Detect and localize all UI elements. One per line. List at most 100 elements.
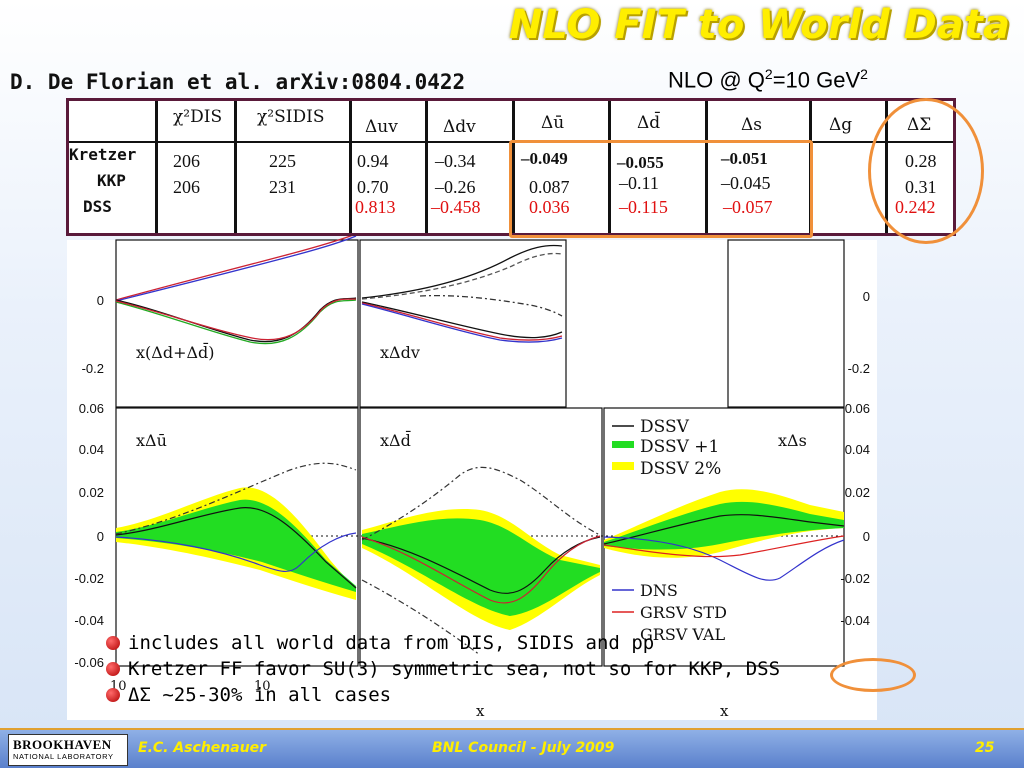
logo-sub-text: NATIONAL LABORATORY bbox=[13, 752, 114, 761]
row-label-dss: DSS bbox=[83, 197, 112, 216]
rtick-b-0: 0 bbox=[863, 529, 870, 544]
bands-ubar bbox=[115, 462, 357, 600]
footer-author: E.C. Aschenauer bbox=[138, 740, 267, 756]
ytick-b-0: 0 bbox=[97, 529, 104, 544]
cell-dss-s: –0.057 bbox=[723, 197, 773, 217]
curve-lower-red bbox=[115, 298, 357, 341]
curve-lower-green bbox=[115, 299, 357, 345]
col-divider bbox=[349, 101, 352, 233]
header-delta-dbar: Δd̄ bbox=[637, 113, 661, 133]
yticks-right: 0 -0.2 0.06 0.04 0.02 0 -0.02 -0.04 bbox=[840, 289, 870, 628]
header-chi2-dis: χ²DIS bbox=[173, 107, 223, 127]
row-label-kretzer: Kretzer bbox=[69, 145, 137, 164]
dbar-dashdot bbox=[361, 466, 601, 541]
legend-swatch-dssv-1 bbox=[612, 441, 634, 448]
slide-subtitle: D. De Florian et al. arXiv:0804.0422 bbox=[10, 70, 466, 94]
frame-dbar bbox=[359, 407, 603, 667]
rtick-top-m02: -0.2 bbox=[848, 361, 870, 376]
curve-upper-dsss bbox=[115, 233, 357, 301]
scale-label: NLO @ Q2=10 GeV2 bbox=[668, 66, 868, 93]
frame-d-plus-dbar bbox=[115, 239, 359, 408]
plot-area bbox=[67, 240, 877, 720]
dv-lower-3 bbox=[361, 303, 563, 343]
footer-event: BNL Council - July 2009 bbox=[432, 740, 615, 756]
dbar-central bbox=[361, 536, 601, 594]
label-ubar: xΔū bbox=[136, 431, 167, 450]
cell-dss-uv: 0.813 bbox=[355, 197, 396, 217]
ytick-b-m006: -0.06 bbox=[74, 655, 104, 670]
xlabel-s: x bbox=[720, 702, 729, 720]
header-chi2-sidis: χ²SIDIS bbox=[257, 107, 325, 127]
cell-kretzer-dbar: –0.055 bbox=[617, 153, 664, 172]
ytick-b-006: 0.06 bbox=[79, 401, 104, 416]
xtick-10-b: 10 bbox=[254, 679, 271, 694]
curve-upper-dns bbox=[115, 235, 357, 302]
cell-kretzer-chi2sidis: 225 bbox=[269, 151, 296, 171]
label-dbar: xΔd̄ bbox=[380, 429, 411, 450]
bullet-icon bbox=[106, 662, 120, 676]
col-divider bbox=[155, 101, 158, 233]
frame-dv bbox=[359, 239, 567, 408]
cell-kkp-dv: –0.26 bbox=[435, 177, 476, 197]
header-delta-uv: Δuv bbox=[365, 117, 398, 137]
curve-lower-dsss bbox=[115, 297, 357, 343]
rtick-b-004: 0.04 bbox=[845, 442, 870, 457]
bands-s bbox=[603, 489, 845, 581]
header-delta-s: Δs bbox=[741, 115, 763, 135]
dv-lower-1 bbox=[361, 301, 563, 339]
header-delta-g: Δg bbox=[829, 115, 853, 135]
bullet-text: ΔΣ ~25-30% in all cases bbox=[128, 684, 392, 706]
dbar-lower-dashdot bbox=[361, 579, 481, 656]
cell-kretzer-ubar: –0.049 bbox=[521, 149, 568, 168]
label-d-plus-dbar: x(Δd+Δd̄) bbox=[136, 341, 215, 362]
ytick-top-m02: -0.2 bbox=[82, 361, 104, 376]
slide-title: NLO FIT to World Data bbox=[508, 2, 1010, 48]
xlabel-ubar: x bbox=[476, 702, 485, 720]
frame-s-top bbox=[727, 239, 845, 408]
bullet-list: includes all world data from DIS, SIDIS … bbox=[106, 630, 780, 708]
dv-lower-2 bbox=[361, 302, 563, 341]
s-dns bbox=[603, 536, 845, 581]
bullet-icon bbox=[106, 688, 120, 702]
brookhaven-logo: BROOKHAVEN NATIONAL LABORATORY bbox=[8, 734, 128, 766]
bullet-item: Kretzer FF favor SU(3) symmetric sea, no… bbox=[106, 656, 780, 682]
scale-mid: =10 GeV bbox=[772, 67, 861, 93]
bullet-item: includes all world data from DIS, SIDIS … bbox=[106, 630, 780, 656]
ytick-b-m002: -0.02 bbox=[74, 571, 104, 586]
bullet-text: includes all world data from DIS, SIDIS … bbox=[128, 632, 655, 654]
cell-kkp-chi2dis: 206 bbox=[173, 177, 200, 197]
row-label-kkp: KKP bbox=[97, 171, 126, 190]
cell-kkp-s: –0.045 bbox=[721, 173, 771, 193]
curves-d-plus-dbar bbox=[115, 233, 357, 345]
legend-dssv-2: DSSV 2% bbox=[640, 459, 721, 479]
logo-main-text: BROOKHAVEN bbox=[13, 737, 112, 752]
col-divider bbox=[234, 101, 237, 233]
dv-dashdot bbox=[419, 294, 563, 317]
col-divider bbox=[705, 101, 708, 233]
footer-accent-line bbox=[0, 728, 1024, 731]
label-dv: xΔdv bbox=[380, 343, 420, 362]
col-divider bbox=[425, 101, 428, 233]
legend-dns: DNS bbox=[640, 581, 678, 600]
cell-kretzer-uv: 0.94 bbox=[357, 151, 389, 171]
legend-dssv: DSSV bbox=[640, 417, 690, 437]
cell-kretzer-s: –0.051 bbox=[721, 149, 768, 168]
scale-exp2: 2 bbox=[860, 66, 868, 82]
bullet-item: ΔΣ ~25-30% in all cases bbox=[106, 682, 780, 708]
rtick-b-m004: -0.04 bbox=[840, 613, 870, 628]
ubar-dns bbox=[115, 532, 357, 572]
dv-upper-1 bbox=[361, 244, 563, 299]
label-s: xΔs bbox=[778, 431, 807, 450]
cell-kretzer-chi2dis: 206 bbox=[173, 151, 200, 171]
yticks-left: 0 -0.2 0.06 0.04 0.02 0 -0.02 -0.04 -0.0… bbox=[74, 293, 104, 670]
footer-page-number: 25 bbox=[975, 740, 995, 756]
cell-kkp-ubar: 0.087 bbox=[529, 177, 570, 197]
rtick-b-m002: -0.02 bbox=[840, 571, 870, 586]
rtick-top-0: 0 bbox=[863, 289, 870, 304]
footer-bar bbox=[0, 730, 1024, 768]
scale-prefix: NLO @ Q bbox=[668, 67, 765, 93]
cell-dss-dbar: –0.115 bbox=[619, 197, 668, 217]
cell-kkp-uv: 0.70 bbox=[357, 177, 389, 197]
bullet-icon bbox=[106, 636, 120, 650]
curves-dv bbox=[361, 244, 563, 343]
